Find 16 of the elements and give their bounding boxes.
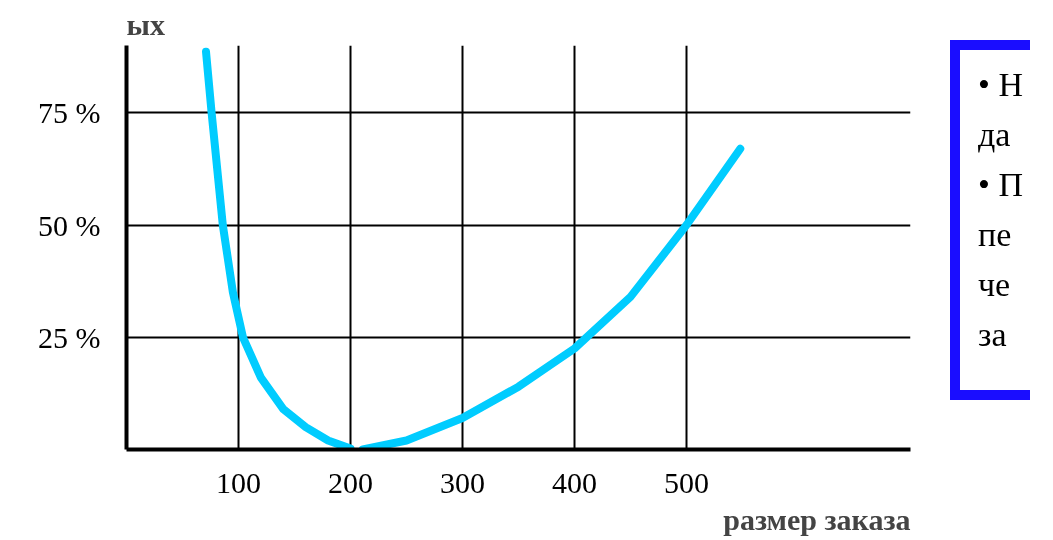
text: • Н xyxy=(978,66,1024,104)
y-tick-label: 25 % xyxy=(38,320,101,354)
x-tick-label: 200 xyxy=(328,465,373,499)
x-tick-label: 400 xyxy=(552,465,597,499)
y-axis-title: ых xyxy=(126,7,165,41)
text: пе xyxy=(978,216,1013,254)
x-tick-label: 500 xyxy=(664,465,709,499)
x-axis-title: размер заказа xyxy=(723,502,911,536)
y-tick-label: 50 % xyxy=(38,208,101,242)
text: • П xyxy=(978,166,1024,204)
y-tick-label: 75 % xyxy=(38,96,101,130)
x-tick-label: 300 xyxy=(440,465,485,499)
text: да xyxy=(978,116,1012,154)
x-tick-label: 100 xyxy=(216,465,261,499)
text: че xyxy=(978,266,1012,304)
text: за xyxy=(978,316,1008,354)
